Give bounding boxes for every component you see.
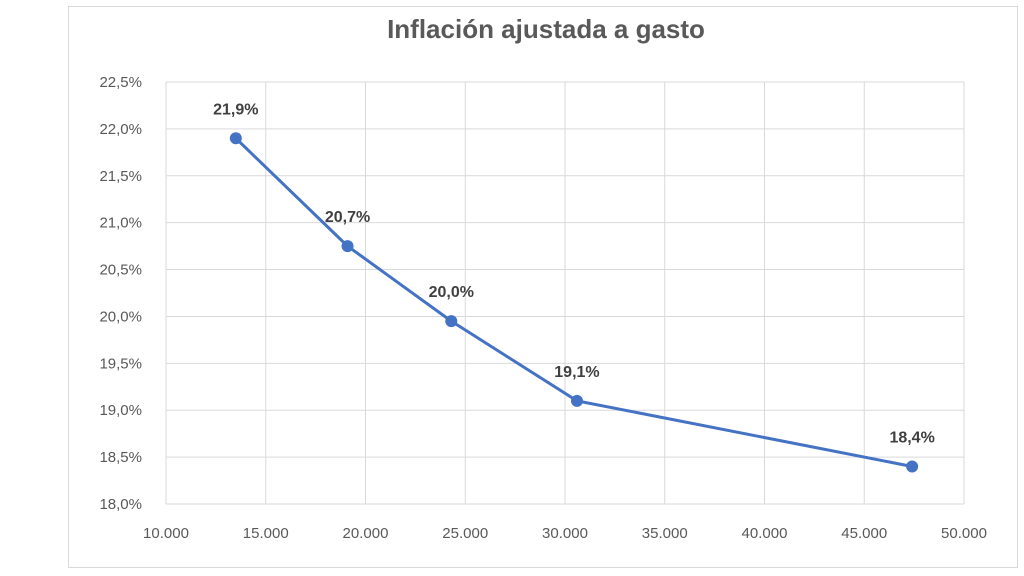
x-tick-label: 30.000: [542, 525, 588, 542]
x-tick-label: 50.000: [941, 525, 987, 542]
data-label: 18,4%: [889, 429, 934, 446]
data-labels: 21,9% 20,7% 20,0% 19,1% 18,4%: [213, 101, 935, 446]
y-tick-label: 21,5%: [99, 168, 142, 185]
y-tick-label: 20,0%: [99, 308, 142, 325]
x-tick-label: 25.000: [442, 525, 488, 542]
series-line: [234, 137, 913, 468]
data-point: [445, 315, 458, 328]
data-label: 19,1%: [554, 364, 599, 381]
y-tick-label: 18,0%: [99, 496, 142, 513]
y-tick-label: 21,0%: [99, 215, 142, 232]
data-label: 20,0%: [429, 284, 474, 301]
x-tick-label: 15.000: [243, 525, 289, 542]
chart-frame: [68, 6, 1018, 568]
x-tick-label: 20.000: [343, 525, 389, 542]
data-point: [229, 132, 242, 145]
grid-lines: [165, 81, 965, 505]
y-tick-label: 18,5%: [99, 449, 142, 466]
x-tick-label: 35.000: [642, 525, 688, 542]
data-point: [341, 240, 354, 253]
chart-title: Inflación ajustada a gasto: [387, 14, 705, 44]
data-label: 20,7%: [325, 209, 370, 226]
data-point: [906, 460, 919, 473]
x-tick-label: 45.000: [841, 525, 887, 542]
y-tick-label: 19,0%: [99, 402, 142, 419]
y-tick-label: 19,5%: [99, 355, 142, 372]
axis-tick-labels: 18,0% 18,5% 19,0% 19,5% 20,0% 20,5% 21,0% 21,5%…: [99, 74, 986, 542]
data-label: 21,9%: [213, 101, 258, 118]
y-tick-label: 22,0%: [99, 121, 142, 138]
x-tick-label: 10.000: [143, 525, 189, 542]
y-tick-label: 20,5%: [99, 262, 142, 279]
y-tick-label: 22,5%: [99, 74, 142, 91]
x-tick-label: 40.000: [742, 525, 788, 542]
data-point: [570, 394, 583, 407]
series-layer: [229, 132, 919, 473]
